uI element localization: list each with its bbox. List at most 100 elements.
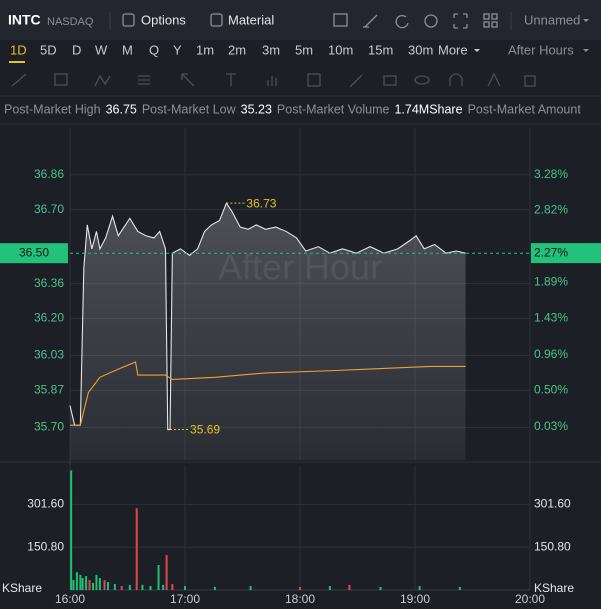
period-tab[interactable]: 1m (196, 42, 214, 57)
tool-icon[interactable] (383, 75, 397, 86)
volume-bar (135, 508, 138, 590)
volume-bar (128, 584, 131, 590)
icon[interactable] (363, 14, 378, 28)
y2-tick-label: 0.03% (534, 419, 568, 433)
volume-bar (85, 576, 88, 590)
stat-value: 1.74MShare (394, 102, 462, 116)
volume-bar (92, 582, 94, 590)
last-change-box (531, 243, 601, 264)
volume-bar (72, 580, 75, 590)
symbol[interactable]: INTC (8, 12, 41, 28)
annotation-label: 36.73 (246, 196, 276, 210)
stat-label: Post-Market Low (142, 102, 237, 116)
y2-tick-label: 301.60 (534, 496, 571, 510)
tool-icon[interactable] (94, 74, 111, 87)
volume-bar (113, 584, 116, 590)
y2-tick-label: 1.89% (534, 275, 568, 289)
tool-icon[interactable] (524, 75, 536, 87)
price-area (70, 203, 466, 460)
volume-bar (379, 586, 382, 590)
tool-icon[interactable] (54, 73, 68, 86)
volume-bar (213, 586, 216, 590)
icon[interactable] (424, 14, 438, 28)
period-tab[interactable]: M (122, 42, 133, 57)
icon[interactable] (333, 13, 348, 27)
y-tick-label: 36.86 (34, 167, 64, 181)
dropdown-arrow (583, 49, 589, 52)
y-tick-label: 35.70 (34, 420, 64, 434)
volume-bar (75, 572, 78, 590)
x-tick-label: 19:00 (400, 592, 430, 606)
period-tabs: 1D 5D D W M Q Y 1m 2m 3m 5m 10m 15m 30m (10, 42, 433, 57)
y2-tick-label: 3.28% (534, 167, 568, 181)
period-tab[interactable]: D (72, 42, 81, 57)
x-tick-label: 18:00 (285, 592, 315, 606)
volume-bar (70, 470, 73, 590)
active-tab-underline (9, 61, 25, 63)
tool-icon[interactable] (349, 74, 363, 88)
icon[interactable] (483, 13, 490, 20)
period-tab[interactable]: 15m (368, 42, 393, 57)
volume-bar (88, 580, 91, 590)
icon[interactable] (491, 13, 498, 20)
material-button[interactable]: Material (228, 12, 274, 27)
volume-bar (418, 586, 421, 590)
more-tab[interactable]: More (438, 42, 468, 57)
last-change-label: 2.27% (534, 245, 568, 259)
tool-icon[interactable] (138, 75, 150, 85)
volume-bar (171, 584, 174, 590)
icon[interactable] (483, 21, 490, 28)
period-tab[interactable]: 1D (10, 42, 27, 57)
x-tick-label: 16:00 (55, 592, 85, 606)
volume-bar (79, 574, 82, 590)
x-tick-label: 17:00 (170, 592, 200, 606)
volume-bar (141, 584, 144, 590)
volume-bar (98, 578, 101, 590)
volume-bar (103, 580, 106, 590)
period-tab[interactable]: 30m (408, 42, 433, 57)
volume-bar (165, 555, 168, 590)
stat-label: Post-Market Volume (277, 102, 390, 116)
period-tab[interactable]: W (95, 42, 108, 57)
toolbar-icons[interactable] (333, 13, 498, 29)
tool-icon[interactable] (11, 73, 27, 87)
stats-line: Post-Market High 36.75 Post-Market Low 35.2… (4, 102, 581, 116)
stat-label: Post-Market High (4, 102, 101, 116)
layout-menu[interactable]: Unnamed (524, 12, 580, 27)
volume-bar (157, 565, 160, 590)
period-tab[interactable]: 5D (40, 42, 57, 57)
tool-icon[interactable] (226, 73, 236, 86)
period-tab[interactable]: 5m (295, 42, 313, 57)
volume-bar (299, 586, 301, 590)
period-tab[interactable]: 3m (262, 42, 280, 57)
period-tab[interactable]: 10m (328, 42, 353, 57)
volume-bar (106, 582, 109, 590)
period-tab[interactable]: 2m (228, 42, 246, 57)
tool-icon[interactable] (449, 73, 463, 86)
last-price-label: 36.50 (19, 245, 49, 259)
icon[interactable] (453, 13, 468, 29)
tool-icon[interactable] (267, 76, 277, 86)
stat-label: Post-Market Amount (468, 102, 582, 116)
session-menu[interactable]: After Hours (508, 42, 574, 57)
tool-icon[interactable] (414, 75, 430, 85)
icon[interactable] (491, 21, 498, 28)
period-tab[interactable]: Q (149, 42, 159, 57)
tool-icon[interactable] (307, 73, 321, 87)
volume-bar (348, 584, 351, 590)
exchange: NASDAQ (47, 16, 94, 28)
average-line (70, 361, 466, 426)
y-tick-label: 36.20 (34, 311, 64, 325)
options-icon (122, 13, 135, 27)
volume-bar (149, 586, 152, 590)
period-tab[interactable]: Y (173, 42, 182, 57)
tool-icon[interactable] (487, 72, 501, 87)
y-tick-label: 150.80 (27, 539, 64, 553)
dropdown-arrow (583, 19, 589, 22)
volume-bar (249, 586, 252, 590)
tool-icon[interactable] (181, 73, 195, 87)
icon[interactable] (395, 14, 409, 29)
y-tick-label: 36.36 (34, 276, 64, 290)
y-tick-label: 36.03 (34, 348, 64, 362)
options-button[interactable]: Options (141, 12, 186, 27)
